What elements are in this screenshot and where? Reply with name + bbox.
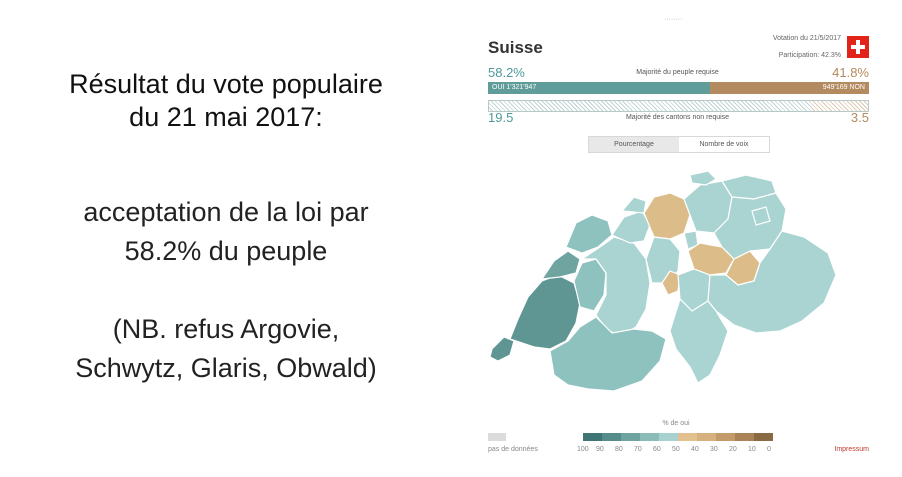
canton-neuchatel[interactable] xyxy=(541,250,581,280)
vote-result-panel: ········ Suisse Votation du 21/5/2017 Pa… xyxy=(484,16,871,462)
canton-ticino[interactable] xyxy=(669,298,729,384)
display-mode-toggle: Pourcentage Nombre de voix xyxy=(588,136,770,153)
legend-tick: 50 xyxy=(672,446,680,453)
slide-text-area: Résultat du vote populaire du 21 mai 201… xyxy=(69,69,383,383)
canton-graubunden[interactable] xyxy=(707,230,837,334)
canton-aargau[interactable] xyxy=(643,192,691,240)
legend-tick: 40 xyxy=(691,446,699,453)
legend-swatch xyxy=(754,433,773,441)
legend-swatch xyxy=(640,433,659,441)
canton-appenzell[interactable] xyxy=(751,206,771,226)
slide-body-line-1: acceptation de la loi par xyxy=(83,197,369,227)
cantons-no-bar xyxy=(811,101,868,111)
participation-rate: Participation: 42.3% xyxy=(778,52,841,59)
legend-tick: 70 xyxy=(634,446,642,453)
people-no-percentage: 41.8% xyxy=(832,65,869,80)
legend-swatch xyxy=(621,433,640,441)
toggle-percentage[interactable]: Pourcentage xyxy=(589,137,679,152)
canton-valais[interactable] xyxy=(549,316,667,392)
legend-tick: 0 xyxy=(767,446,771,453)
legend-tick: 30 xyxy=(710,446,718,453)
canton-basel[interactable] xyxy=(621,196,647,214)
slide-title-line-2: du 21 mai 2017: xyxy=(129,102,323,132)
canton-vaud[interactable] xyxy=(509,274,581,350)
legend-tick: 60 xyxy=(653,446,661,453)
canton-fribourg[interactable] xyxy=(573,258,607,312)
people-yes-percentage: 58.2% xyxy=(488,65,525,80)
slide-title-line-1: Résultat du vote populaire xyxy=(69,69,383,99)
slide-body-line-5: Schwytz, Glaris, Obwald) xyxy=(75,353,377,383)
slide-body-line-2: 58.2% du peuple xyxy=(124,236,328,266)
no-votes-count: 949'169 NON xyxy=(822,84,865,91)
slide-body-line-4: (NB. refus Argovie, xyxy=(112,314,340,344)
cantons-yes-count: 19.5 xyxy=(488,110,514,125)
country-title: Suisse xyxy=(488,38,543,57)
no-data-label: pas de données xyxy=(488,446,538,453)
legend-swatch xyxy=(583,433,602,441)
people-yes-bar xyxy=(488,82,710,94)
swiss-flag-icon xyxy=(847,36,869,58)
people-majority-label: Majorité du peuple requise xyxy=(636,69,719,76)
legend-tick: 80 xyxy=(615,446,623,453)
panel-top-stub: ········ xyxy=(664,16,683,23)
legend-swatch xyxy=(716,433,735,441)
legend-ticks: 100 90 80 70 60 50 40 30 20 10 0 xyxy=(577,446,786,453)
switzerland-canton-map xyxy=(489,171,837,392)
legend-swatch xyxy=(678,433,697,441)
cantons-no-count: 3.5 xyxy=(850,110,869,125)
legend-tick: 10 xyxy=(748,446,756,453)
cantons-majority-label: Majorité des cantons non requise xyxy=(625,114,730,121)
canton-geneve[interactable] xyxy=(489,336,515,362)
impressum-link[interactable]: Impressum xyxy=(834,446,869,453)
toggle-vote-count[interactable]: Nombre de voix xyxy=(699,141,749,148)
legend-swatch xyxy=(602,433,621,441)
legend-tick: 90 xyxy=(596,446,604,453)
canton-jura[interactable] xyxy=(565,214,613,254)
legend-swatch xyxy=(659,433,678,441)
legend-swatch xyxy=(735,433,754,441)
people-result-bar: OUI 1'321'947 949'169 NON xyxy=(488,82,869,94)
legend-color-scale xyxy=(583,433,773,441)
legend-swatch xyxy=(697,433,716,441)
legend-title: % de oui xyxy=(662,420,690,427)
canton-schaffhausen[interactable] xyxy=(689,171,717,186)
legend-tick: 20 xyxy=(729,446,737,453)
map-cantons xyxy=(489,171,837,392)
cantons-result-bar xyxy=(488,100,869,112)
no-data-swatch xyxy=(488,433,506,441)
yes-votes-count: OUI 1'321'947 xyxy=(492,84,537,91)
legend-tick: 100 xyxy=(577,446,589,453)
vote-date: Votation du 21/5/2017 xyxy=(772,35,841,42)
